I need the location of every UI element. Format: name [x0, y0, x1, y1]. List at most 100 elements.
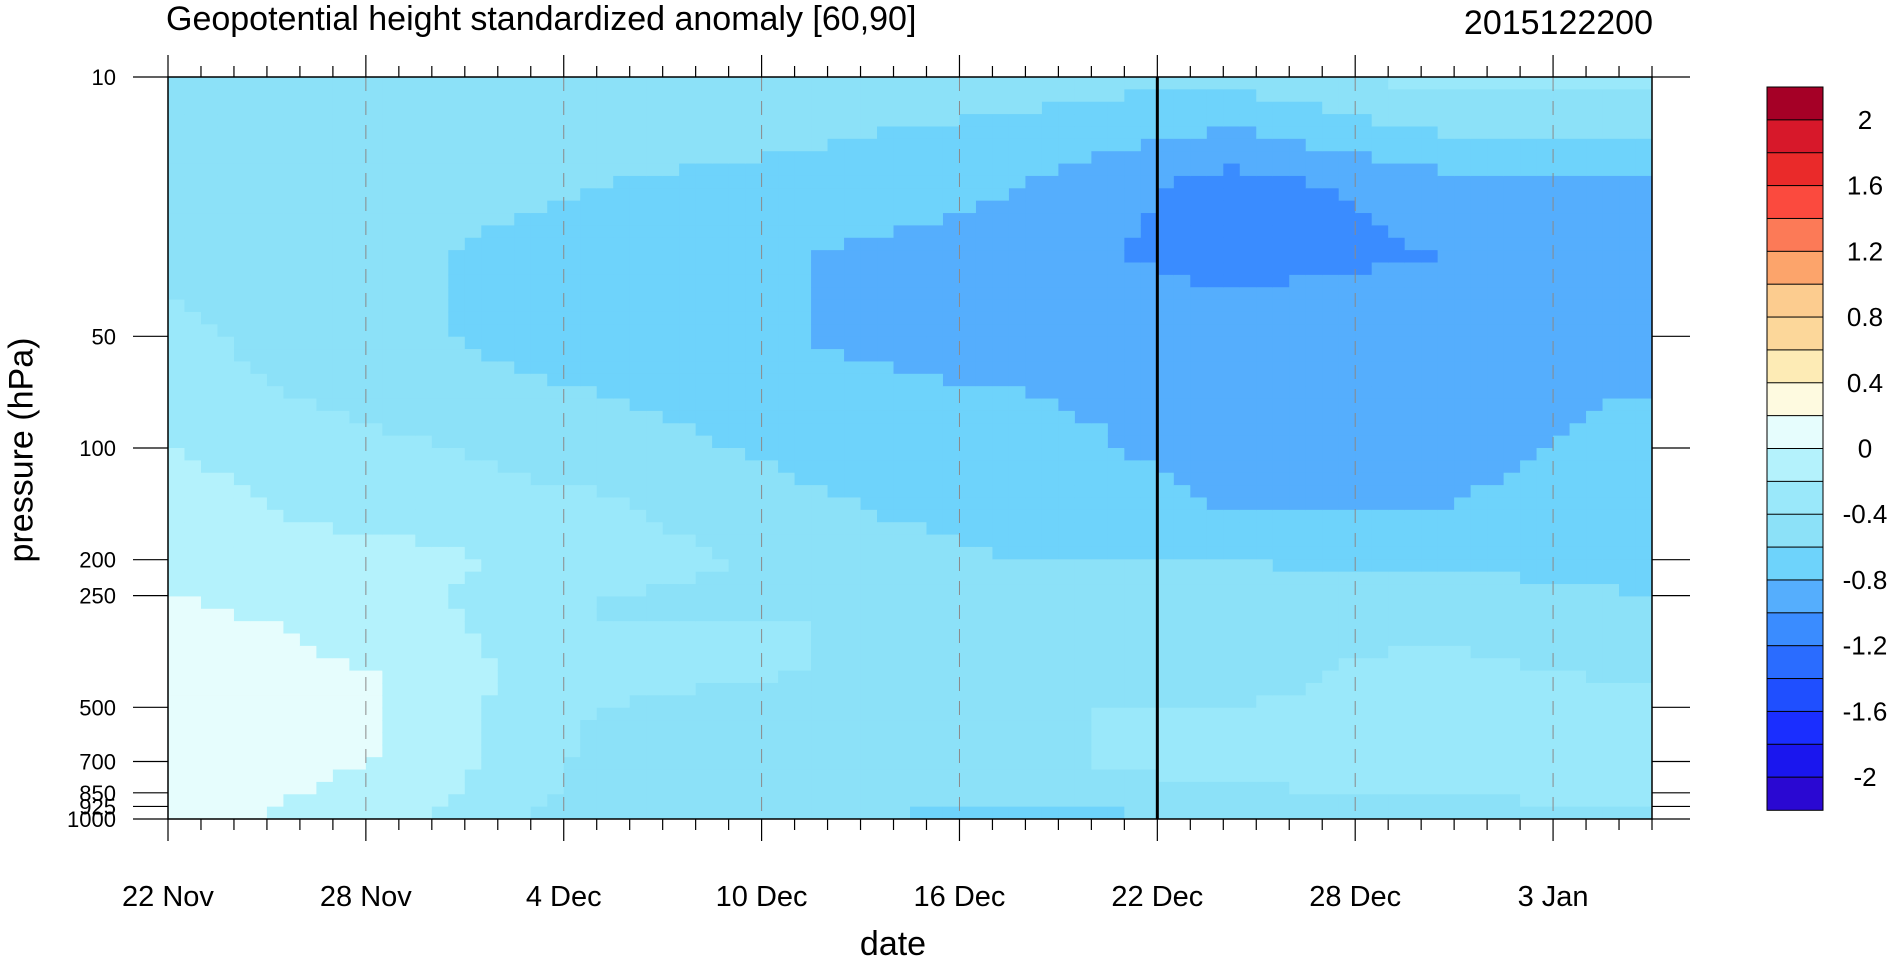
- heatmap-cell: [1272, 336, 1290, 350]
- heatmap-cell: [1157, 720, 1175, 734]
- heatmap-cell: [283, 188, 301, 202]
- heatmap-cell: [448, 769, 466, 783]
- heatmap-cell: [695, 324, 713, 338]
- heatmap-cell: [959, 621, 977, 635]
- heatmap-cell: [629, 262, 647, 276]
- heatmap-cell: [299, 89, 317, 103]
- heatmap-cell: [1503, 509, 1521, 523]
- heatmap-cell: [415, 200, 433, 214]
- heatmap-cell: [1272, 658, 1290, 672]
- heatmap-cell: [728, 213, 746, 226]
- heatmap-cell: [1404, 188, 1422, 202]
- heatmap-cell: [959, 546, 977, 560]
- heatmap-cell: [184, 769, 202, 783]
- heatmap-cell: [1503, 781, 1521, 795]
- heatmap-cell: [1503, 435, 1521, 449]
- heatmap-cell: [530, 287, 548, 301]
- heatmap-cell: [1487, 175, 1505, 189]
- heatmap-cell: [695, 584, 713, 597]
- heatmap-cell: [811, 608, 829, 622]
- heatmap-cell: [250, 262, 268, 276]
- heatmap-cell: [975, 225, 994, 239]
- heatmap-cell: [200, 188, 219, 202]
- heatmap-cell: [1520, 237, 1538, 251]
- heatmap-cell: [184, 324, 202, 338]
- heatmap-cell: [877, 114, 895, 128]
- heatmap-cell: [497, 744, 515, 758]
- heatmap-cell: [200, 658, 219, 672]
- heatmap-cell: [349, 794, 367, 808]
- heatmap-cell: [745, 806, 763, 819]
- heatmap-cell: [629, 472, 647, 486]
- heatmap-cell: [1355, 175, 1373, 189]
- heatmap-cell: [233, 250, 252, 264]
- heatmap-cell: [679, 89, 697, 103]
- heatmap-cell: [811, 423, 829, 437]
- heatmap-cell: [811, 806, 829, 819]
- heatmap-cell: [332, 386, 350, 400]
- heatmap-cell: [761, 386, 779, 400]
- heatmap-cell: [1190, 460, 1208, 474]
- heatmap-cell: [398, 361, 416, 375]
- heatmap-cell: [1157, 77, 1175, 90]
- heatmap-cell: [1256, 311, 1274, 325]
- heatmap-cell: [827, 163, 845, 177]
- heatmap-cell: [481, 485, 499, 499]
- heatmap-cell: [1256, 225, 1274, 239]
- heatmap-cell: [530, 670, 548, 684]
- heatmap-cell: [942, 77, 961, 90]
- heatmap-cell: [646, 114, 664, 128]
- heatmap-cell: [613, 633, 631, 647]
- heatmap-cell: [728, 188, 746, 202]
- heatmap-cell: [1074, 361, 1092, 375]
- heatmap-cell: [382, 522, 400, 536]
- heatmap-cell: [580, 138, 598, 152]
- heatmap-cell: [1272, 633, 1290, 647]
- heatmap-cell: [1371, 448, 1389, 461]
- heatmap-cell: [1074, 472, 1092, 486]
- heatmap-cell: [448, 361, 466, 375]
- heatmap-cell: [283, 349, 301, 363]
- heatmap-cell: [844, 534, 862, 548]
- heatmap-cell: [1371, 299, 1389, 313]
- heatmap-cell: [1454, 584, 1472, 597]
- heatmap-cell: [1470, 485, 1488, 499]
- heatmap-cell: [497, 769, 515, 783]
- heatmap-cell: [1025, 262, 1043, 276]
- heatmap-cell: [168, 546, 186, 560]
- heatmap-cell: [942, 794, 961, 808]
- heatmap-cell: [168, 423, 186, 437]
- heatmap-cell: [547, 460, 565, 474]
- heatmap-cell: [1322, 633, 1340, 647]
- heatmap-cell: [398, 744, 416, 758]
- heatmap-cell: [811, 559, 829, 573]
- heatmap-cell: [481, 794, 499, 808]
- heatmap-cell: [712, 744, 730, 758]
- heatmap-cell: [316, 126, 334, 140]
- heatmap-cell: [283, 497, 301, 511]
- heatmap-cell: [1322, 386, 1340, 400]
- heatmap-cell: [1355, 435, 1373, 449]
- heatmap-cell: [910, 509, 928, 523]
- heatmap-cell: [1322, 695, 1340, 709]
- heatmap-cell: [1140, 732, 1158, 746]
- heatmap-cell: [794, 497, 812, 511]
- heatmap-cell: [745, 460, 763, 474]
- heatmap-cell: [662, 670, 680, 684]
- heatmap-cell: [217, 163, 235, 177]
- heatmap-cell: [629, 324, 647, 338]
- heatmap-cell: [1041, 410, 1059, 424]
- heatmap-cell: [1256, 138, 1274, 152]
- heatmap-cell: [200, 77, 219, 90]
- heatmap-cell: [745, 213, 763, 226]
- heatmap-cell: [168, 175, 186, 189]
- heatmap-cell: [332, 682, 350, 696]
- heatmap-cell: [926, 645, 944, 659]
- heatmap-cell: [1025, 101, 1043, 115]
- heatmap-cell: [1173, 720, 1191, 734]
- heatmap-cell: [1190, 237, 1208, 251]
- heatmap-cell: [250, 200, 268, 214]
- heatmap-cell: [316, 324, 334, 338]
- heatmap-cell: [992, 287, 1010, 301]
- heatmap-cell: [365, 534, 383, 548]
